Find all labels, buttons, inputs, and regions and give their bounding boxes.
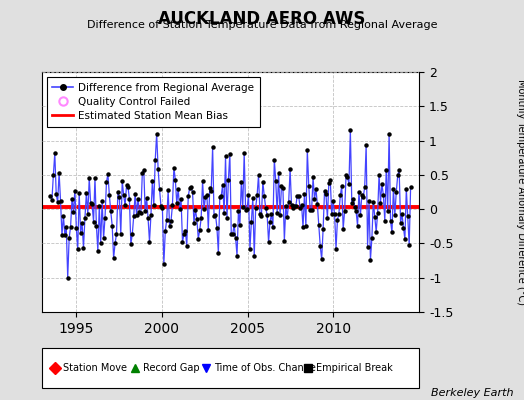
Text: Berkeley Earth: Berkeley Earth xyxy=(431,388,514,398)
Legend: Difference from Regional Average, Quality Control Failed, Estimated Station Mean: Difference from Regional Average, Qualit… xyxy=(47,77,259,127)
Text: Record Gap: Record Gap xyxy=(143,363,200,373)
Text: Time of Obs. Change: Time of Obs. Change xyxy=(214,363,315,373)
Text: Empirical Break: Empirical Break xyxy=(316,363,392,373)
Text: AUCKLAND AERO AWS: AUCKLAND AERO AWS xyxy=(158,10,366,28)
Text: Difference of Station Temperature Data from Regional Average: Difference of Station Temperature Data f… xyxy=(87,20,437,30)
Text: Monthly Temperature Anomaly Difference (°C): Monthly Temperature Anomaly Difference (… xyxy=(516,79,524,305)
Text: Station Move: Station Move xyxy=(63,363,127,373)
